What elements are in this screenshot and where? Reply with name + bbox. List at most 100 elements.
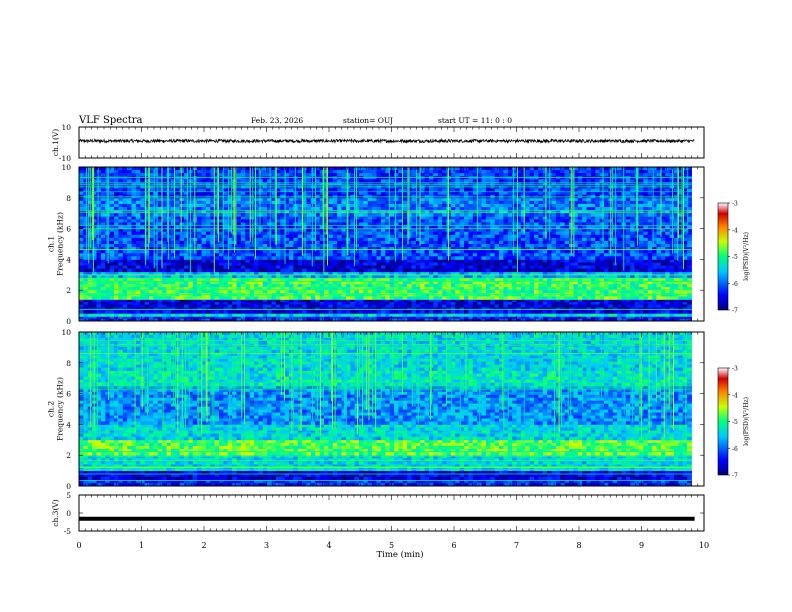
ch1-spec-cell [245, 316, 251, 320]
ch1-spec-cell [293, 293, 299, 297]
ch1-spec-cell [481, 280, 487, 285]
ch1-spec-cell [394, 310, 399, 314]
ch1-spec-cell [367, 290, 373, 294]
ch1-spec-cell [477, 310, 482, 314]
ch1-spec-cell [485, 284, 491, 288]
ch1-spec-cell [560, 259, 566, 263]
ch1-spec-cell [149, 304, 154, 308]
ch1-spec-cell [634, 250, 640, 254]
ch1-spec-cell [267, 304, 272, 308]
ch1-spec-cell [262, 299, 268, 303]
ch1-spec-cell [560, 265, 566, 270]
ch1-spec-cell [341, 313, 347, 317]
ch1-spec-cell [284, 310, 290, 314]
ch1-spec-cell [455, 268, 461, 273]
ch1-spec-cell [402, 318, 408, 322]
ch1-spec-cell [122, 277, 128, 282]
ch1-spec-cell [157, 293, 163, 297]
ch1-spec-cell [507, 240, 513, 245]
ch1-spec-cell [586, 287, 592, 291]
ch1-spec-cell [258, 280, 264, 285]
ch1-spec-cell [149, 274, 154, 279]
ch1-spec-cell [87, 259, 93, 263]
ch1-spec-cell [586, 262, 592, 266]
ch1-spec-cell [109, 253, 115, 257]
ch1-spec-cell [162, 216, 167, 220]
ch1-spec-cell [442, 259, 447, 263]
ch1-spec-cell [367, 231, 373, 236]
ch1-spec-cell [429, 293, 434, 297]
ch1-spec-cell [529, 259, 535, 263]
ch1-spec-cell [149, 256, 154, 260]
ch1-spec-cell [665, 302, 671, 305]
ch1-spec-cell [175, 280, 181, 285]
ch1-spec-cell [188, 313, 194, 317]
ch1-spec-cell [542, 253, 548, 257]
ch1-spec-cell [652, 318, 657, 322]
ch1-spec-cell [459, 302, 465, 305]
ch1-spec-cell [210, 262, 216, 266]
ch1-spec-cell [337, 262, 342, 266]
ch1-spec-cell [538, 302, 544, 305]
ch1-spec-cell [258, 307, 264, 311]
ch1-spec-cell [652, 277, 657, 282]
ch1-spec-cell [442, 216, 447, 220]
ch1-spec-cell [354, 228, 360, 233]
ch1-spec-cell [372, 304, 377, 308]
ch1-spec-cell [258, 231, 264, 236]
ch1-spec-cell [669, 302, 675, 305]
ch1-spec-cell [555, 219, 561, 223]
ch1-spec-cell [337, 293, 342, 297]
ch1-spec-cell [599, 280, 605, 285]
ch1-spec-cell [92, 302, 97, 305]
ch1-spec-cell [656, 247, 662, 251]
ch1-spec-cell [464, 216, 469, 220]
ch1-spec-cell [555, 280, 561, 285]
ch1-spec-cell [547, 302, 552, 305]
ch1-spec-cell [516, 265, 522, 270]
ch1-spec-cell [179, 253, 185, 257]
ch1-spec-cell [555, 237, 561, 242]
ch1-spec-cell [179, 302, 185, 305]
ch1-spec-cell [380, 225, 386, 229]
ch1-spec-cell [639, 304, 644, 308]
ch1-spec-cell [275, 222, 281, 226]
ch1-spec-cell [507, 302, 513, 305]
ch1-spec-cell [424, 296, 430, 300]
ch1-spec-cell [520, 299, 526, 303]
ch1-spec-cell [551, 219, 557, 223]
ch1-spec-cell [363, 307, 369, 311]
ch1-spec-cell [599, 304, 605, 308]
ch1-spec-cell [437, 262, 443, 266]
ch1-spec-cell [499, 316, 504, 320]
ch1-spec-cell [477, 318, 482, 322]
ch1-spec-cell [197, 316, 202, 320]
ch1-spec-cell [542, 240, 548, 245]
ch1-spec-cell [538, 225, 544, 229]
ch1-spec-cell [219, 253, 224, 257]
ch1-spec-cell [660, 318, 666, 322]
ch1-spec-cell [420, 316, 426, 320]
ch1-spec-cell [625, 247, 631, 251]
ch1-spec-cell [135, 240, 141, 245]
ch1-spec-cell [79, 280, 84, 285]
ch1-spec-cell [617, 302, 622, 305]
ch1-spec-cell [175, 318, 181, 322]
ch1-spec-cell [100, 290, 106, 294]
ch1-spec-cell [100, 216, 106, 220]
ch1-spec-cell [118, 222, 124, 226]
ch1-spec-cell [367, 280, 373, 285]
ch1-spec-cell [639, 310, 644, 314]
ch1-spec-cell [625, 307, 631, 311]
ch1-spec-cell [582, 216, 587, 220]
ch1-spec-cell [455, 287, 461, 291]
ch1-spec-cell [564, 299, 570, 303]
ch1-spec-cell [682, 265, 688, 270]
ch1-spec-cell [665, 268, 671, 273]
ch1-spec-cell [214, 280, 220, 285]
ch1-spec-cell [149, 318, 154, 322]
ch1-spec-cell [105, 313, 111, 317]
ch1-spec-cell [490, 240, 496, 245]
ch1-spec-cell [464, 265, 469, 270]
